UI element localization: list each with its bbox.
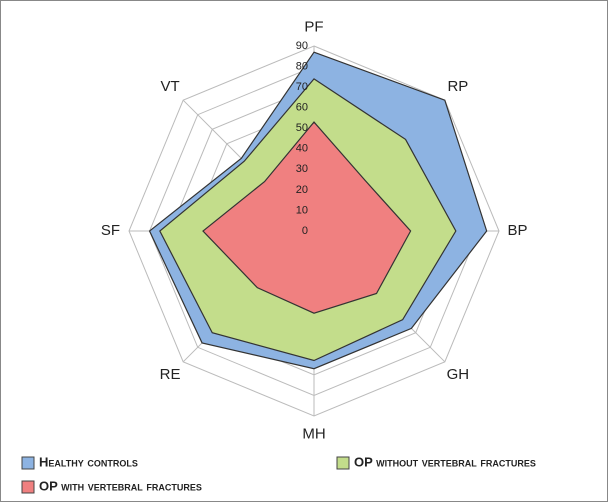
tick-label: 50 (296, 122, 308, 134)
axis-label: RP (447, 78, 468, 95)
axis-label: MH (302, 425, 325, 442)
legend-swatch (336, 456, 350, 470)
tick-label: 10 (296, 204, 308, 216)
axis-label: VT (161, 78, 180, 95)
axis-label: BP (507, 222, 527, 239)
legend-swatch (21, 456, 35, 470)
axis-label: RE (160, 366, 181, 383)
legend-label: Healthy controls (39, 454, 138, 469)
tick-label: 80 (296, 60, 308, 72)
legend-label: OP without vertebral fractures (354, 454, 536, 469)
tick-label: 40 (296, 143, 308, 155)
tick-label: 0 (302, 225, 308, 237)
tick-label: 20 (296, 184, 308, 196)
axis-label: GH (447, 366, 470, 383)
axis-label: PF (304, 18, 323, 35)
tick-label: 90 (296, 40, 308, 52)
tick-label: 60 (296, 102, 308, 114)
tick-label: 30 (296, 163, 308, 175)
legend-swatch (21, 480, 35, 494)
tick-label: 70 (296, 81, 308, 93)
axis-label: SF (101, 222, 120, 239)
legend-label: OP with vertebral fractures (39, 478, 202, 493)
series-area (202, 121, 412, 314)
